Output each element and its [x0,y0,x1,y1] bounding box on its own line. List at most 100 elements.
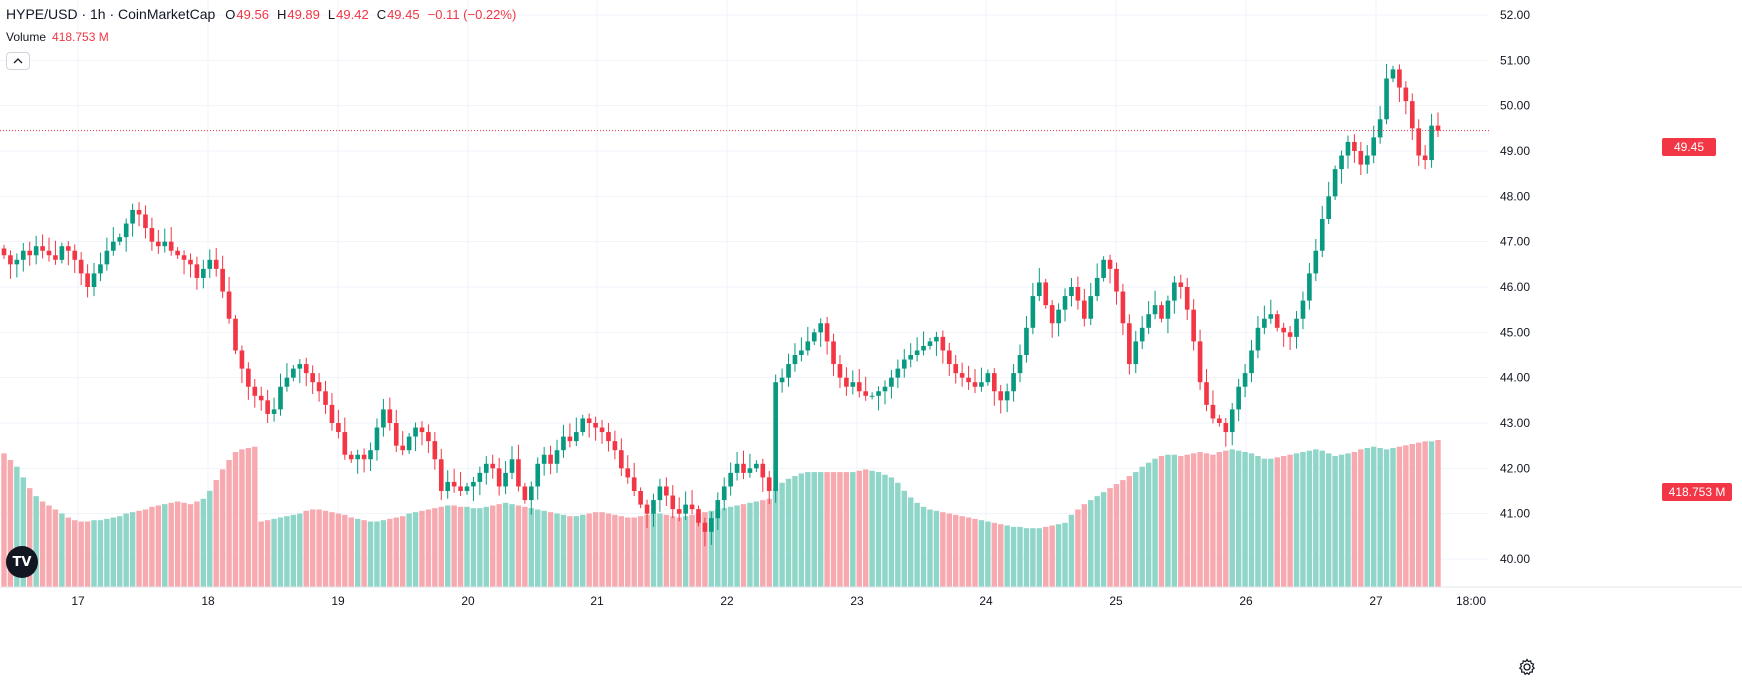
gear-icon[interactable] [1517,657,1537,677]
high-value: 49.89 [287,7,320,22]
collapse-legend-button[interactable] [6,52,30,70]
candle-body [1036,282,1042,297]
candle-body [374,427,380,451]
candle-body [53,255,58,260]
volume-bar [1338,454,1345,587]
volume-bar [817,472,824,587]
volume-bar [1036,528,1043,587]
candle-body [1319,219,1325,251]
volume-bar [1100,492,1107,587]
candle-body [683,504,688,514]
candle-body [413,427,418,437]
volume-bar [914,502,920,587]
volume-bar [522,506,528,587]
candle-body [40,246,45,251]
volume-bar [702,512,708,587]
candle-body [265,400,270,414]
candle-body [895,368,901,378]
candle-body [1229,409,1235,433]
volume-bar [1133,472,1139,587]
volume-bar [580,514,586,587]
volume-bar [419,510,425,587]
volume-bar [862,469,869,587]
volume-bar [946,513,952,587]
volume-bar [567,516,573,587]
volume-bar [1178,456,1184,587]
candle-body [329,404,335,423]
candle-body [1024,327,1029,355]
candle-body [8,255,13,265]
candle-body [246,368,251,387]
volume-bar [1274,457,1280,587]
candle-body [1197,341,1203,383]
candle-body [59,246,65,260]
volume-bar [1345,453,1351,587]
volume-bar [740,504,747,587]
volume-bar [805,472,811,587]
candle-body [355,454,360,460]
volume-bar [618,516,625,587]
volume-bar [811,472,817,587]
volume-bar [850,472,856,587]
volume-bar [998,524,1004,587]
volume-bar [721,508,727,587]
volume-bar [1325,453,1332,587]
volume-bar [991,522,998,587]
candle-body [721,486,727,501]
volume-bar [798,473,805,587]
volume-bar [432,508,438,587]
symbol-label[interactable]: HYPE/USD · 1h · CoinMarketCap [6,6,216,22]
candle-body [496,468,502,487]
candle-body [1435,125,1441,131]
candle-body [908,355,914,360]
y-tick-label: 51.00 [1500,53,1530,67]
volume-bar [856,470,862,587]
candle-body [535,463,541,487]
x-tick-label: 25 [1109,594,1123,608]
candle-body [747,468,753,473]
candle-body [1262,318,1267,328]
volume-bar [1126,476,1133,587]
candle-body [426,432,431,442]
volume-bar [1010,526,1017,587]
candle-body [972,382,978,387]
candle-body [284,377,290,387]
candle-body [779,377,785,383]
x-tick-label: 23 [850,594,864,608]
candle-body [991,373,997,392]
volume-bar [104,518,110,587]
volume-bar [586,513,592,587]
candle-body [561,436,566,451]
candle-body [419,427,425,433]
candle-body [143,214,148,229]
volume-tag: 418.753 M [1662,483,1732,501]
y-tick-label: 46.00 [1500,280,1530,294]
volume-bar [547,512,554,587]
volume-bar [1030,528,1036,587]
volume-bar [374,521,380,587]
candle-body [869,395,875,397]
volume-bar [438,506,444,587]
y-tick-label: 52.00 [1500,8,1530,22]
volume-bar [573,516,580,587]
candle-body [1056,309,1061,324]
volume-bar [824,472,830,587]
candle-body [979,382,984,387]
volume-bar [1332,456,1338,587]
volume-legend[interactable]: Volume 418.753 M [6,30,109,44]
volume-bar [1216,452,1223,587]
candle-body [1107,259,1113,269]
candle-body [136,209,142,215]
tradingview-logo[interactable]: TV [6,546,38,578]
candle-body [799,350,804,355]
candle-body [1217,418,1222,423]
low-label: L [327,7,336,22]
volume-label: Volume [6,30,47,44]
volume-bar [309,509,316,587]
volume-bar [920,506,927,587]
candle-body [303,364,309,374]
candle-body [46,250,52,256]
volume-bar [1435,440,1441,587]
volume-bar [219,469,226,587]
